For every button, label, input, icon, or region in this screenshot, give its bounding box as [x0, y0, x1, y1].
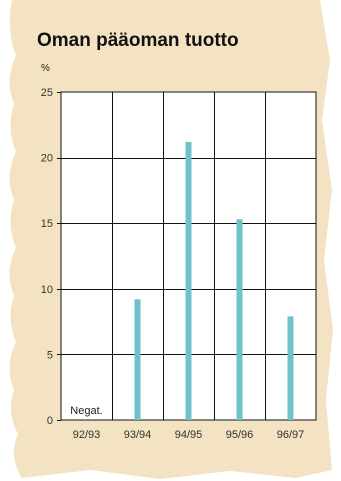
y-tick-labels: 0 5 10 15 20 25: [41, 87, 53, 427]
annotations: Negat.: [70, 405, 102, 417]
x-tick-label: 94/95: [175, 429, 203, 441]
bars: [134, 141, 294, 420]
bar-96-97: [287, 316, 294, 420]
y-axis-unit-label: %: [41, 63, 50, 74]
bar-95-96: [236, 219, 243, 420]
x-tick-label: 96/97: [277, 429, 305, 441]
y-tick-label: 0: [47, 415, 53, 427]
y-tick-label: 25: [41, 87, 53, 99]
bar-93-94: [134, 299, 141, 420]
x-tick-label: 92/93: [73, 429, 101, 441]
y-tick-label: 20: [41, 153, 53, 165]
y-tick-label: 10: [41, 284, 53, 296]
grid-lines: [57, 92, 316, 421]
y-tick-label: 5: [47, 349, 53, 361]
x-tick-label: 95/96: [226, 429, 254, 441]
annotation-label: Negat.: [70, 405, 102, 417]
x-tick-labels: 92/93 93/94 94/95 95/96 96/97: [73, 429, 305, 441]
bar-94-95: [185, 141, 192, 420]
chart-title: Oman pääoman tuotto: [37, 30, 239, 51]
x-tick-label: 93/94: [124, 429, 152, 441]
y-tick-label: 15: [41, 218, 53, 230]
